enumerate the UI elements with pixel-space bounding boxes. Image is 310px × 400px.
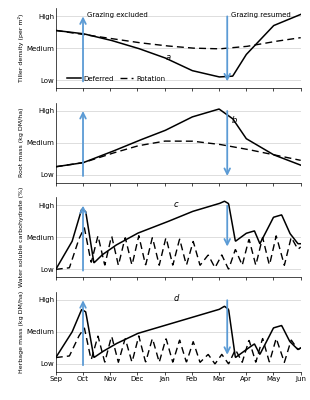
Y-axis label: Root mass (kg DM/ha): Root mass (kg DM/ha) bbox=[19, 108, 24, 178]
Legend: Deferred, Rotation: Deferred, Rotation bbox=[64, 73, 168, 85]
Text: Grazing resumed: Grazing resumed bbox=[231, 12, 291, 18]
Y-axis label: Herbage mass (kg DM/ha): Herbage mass (kg DM/ha) bbox=[19, 291, 24, 373]
Y-axis label: Tiller density (per m²): Tiller density (per m²) bbox=[18, 14, 24, 82]
Text: b: b bbox=[232, 116, 237, 125]
Y-axis label: Water soluble carbohydrate (%): Water soluble carbohydrate (%) bbox=[19, 187, 24, 288]
Text: Grazing excluded: Grazing excluded bbox=[87, 12, 148, 18]
Text: c: c bbox=[173, 200, 178, 209]
Text: a: a bbox=[166, 53, 171, 62]
Text: d: d bbox=[173, 294, 179, 304]
